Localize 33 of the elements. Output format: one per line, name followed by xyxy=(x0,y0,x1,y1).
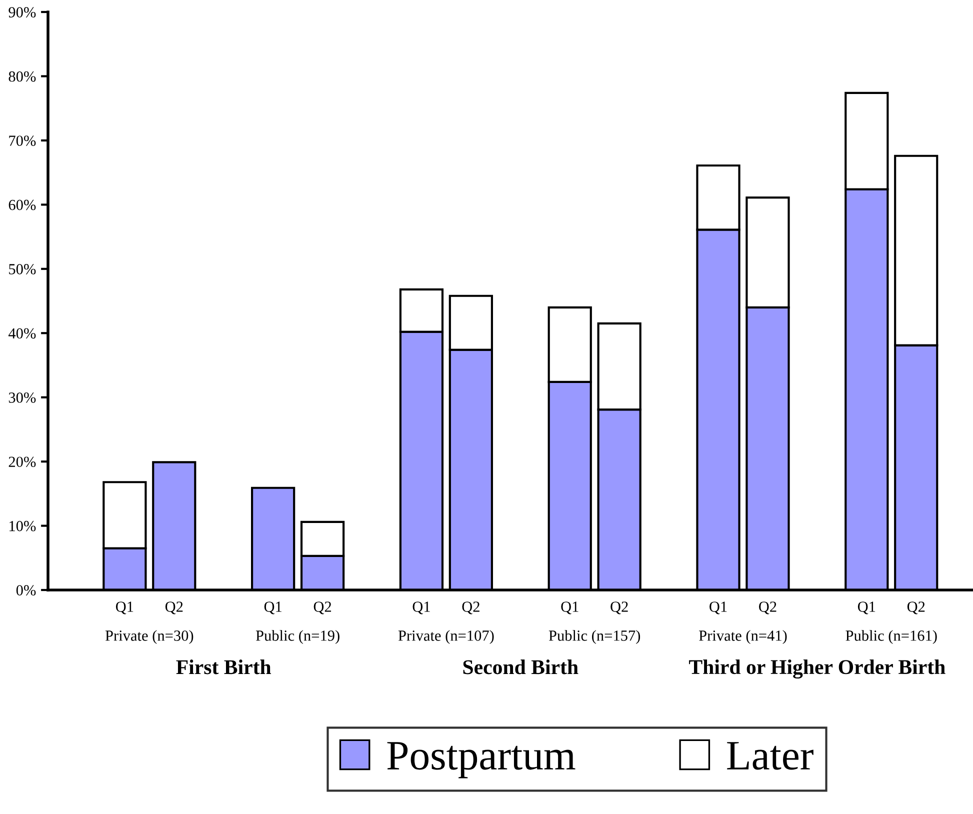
legend-label: Later xyxy=(727,742,814,770)
y-tick-label: 50% xyxy=(9,264,36,274)
y-tick-label: 0% xyxy=(16,585,36,596)
legend-label: Postpartum xyxy=(387,742,576,778)
y-tick-label: 40% xyxy=(8,328,36,339)
x-tick-label: Q1 xyxy=(561,602,578,614)
text: Private (n=30) xyxy=(105,630,194,644)
y-tick-label: 80% xyxy=(8,71,36,82)
x-tick-label: Q1 xyxy=(858,602,876,614)
x-tick-label: Q2 xyxy=(610,602,628,614)
y-tick-label: 60% xyxy=(8,200,36,210)
text: First Birth xyxy=(176,660,272,674)
x-tick-label: Q2 xyxy=(907,602,925,614)
x-tick-label: Q1 xyxy=(264,602,282,614)
x-tick-label: Q2 xyxy=(759,602,776,614)
x-tick-label: Q1 xyxy=(710,602,727,614)
text: Public (n=19) xyxy=(256,630,340,644)
y-tick-label: 70% xyxy=(9,136,36,146)
y-tick-label: 20% xyxy=(8,456,36,468)
text: Public (n=157) xyxy=(548,630,640,644)
text: Private (n=107) xyxy=(398,630,494,644)
y-tick-label: 90% xyxy=(8,7,36,18)
text: Third or Higher Order Birth xyxy=(689,659,946,679)
text: Public (n=161) xyxy=(846,630,937,644)
y-tick-label: 10% xyxy=(10,520,36,532)
x-tick-label: Q2 xyxy=(462,602,480,614)
x-tick-label: Q1 xyxy=(412,602,430,614)
x-tick-label: Q2 xyxy=(314,602,332,614)
y-tick-label: 30% xyxy=(8,392,36,403)
text: Private (n=41) xyxy=(699,630,787,644)
text: Second Birth xyxy=(463,660,578,674)
x-tick-label: Q1 xyxy=(116,602,134,614)
x-tick-label: Q2 xyxy=(165,602,183,614)
